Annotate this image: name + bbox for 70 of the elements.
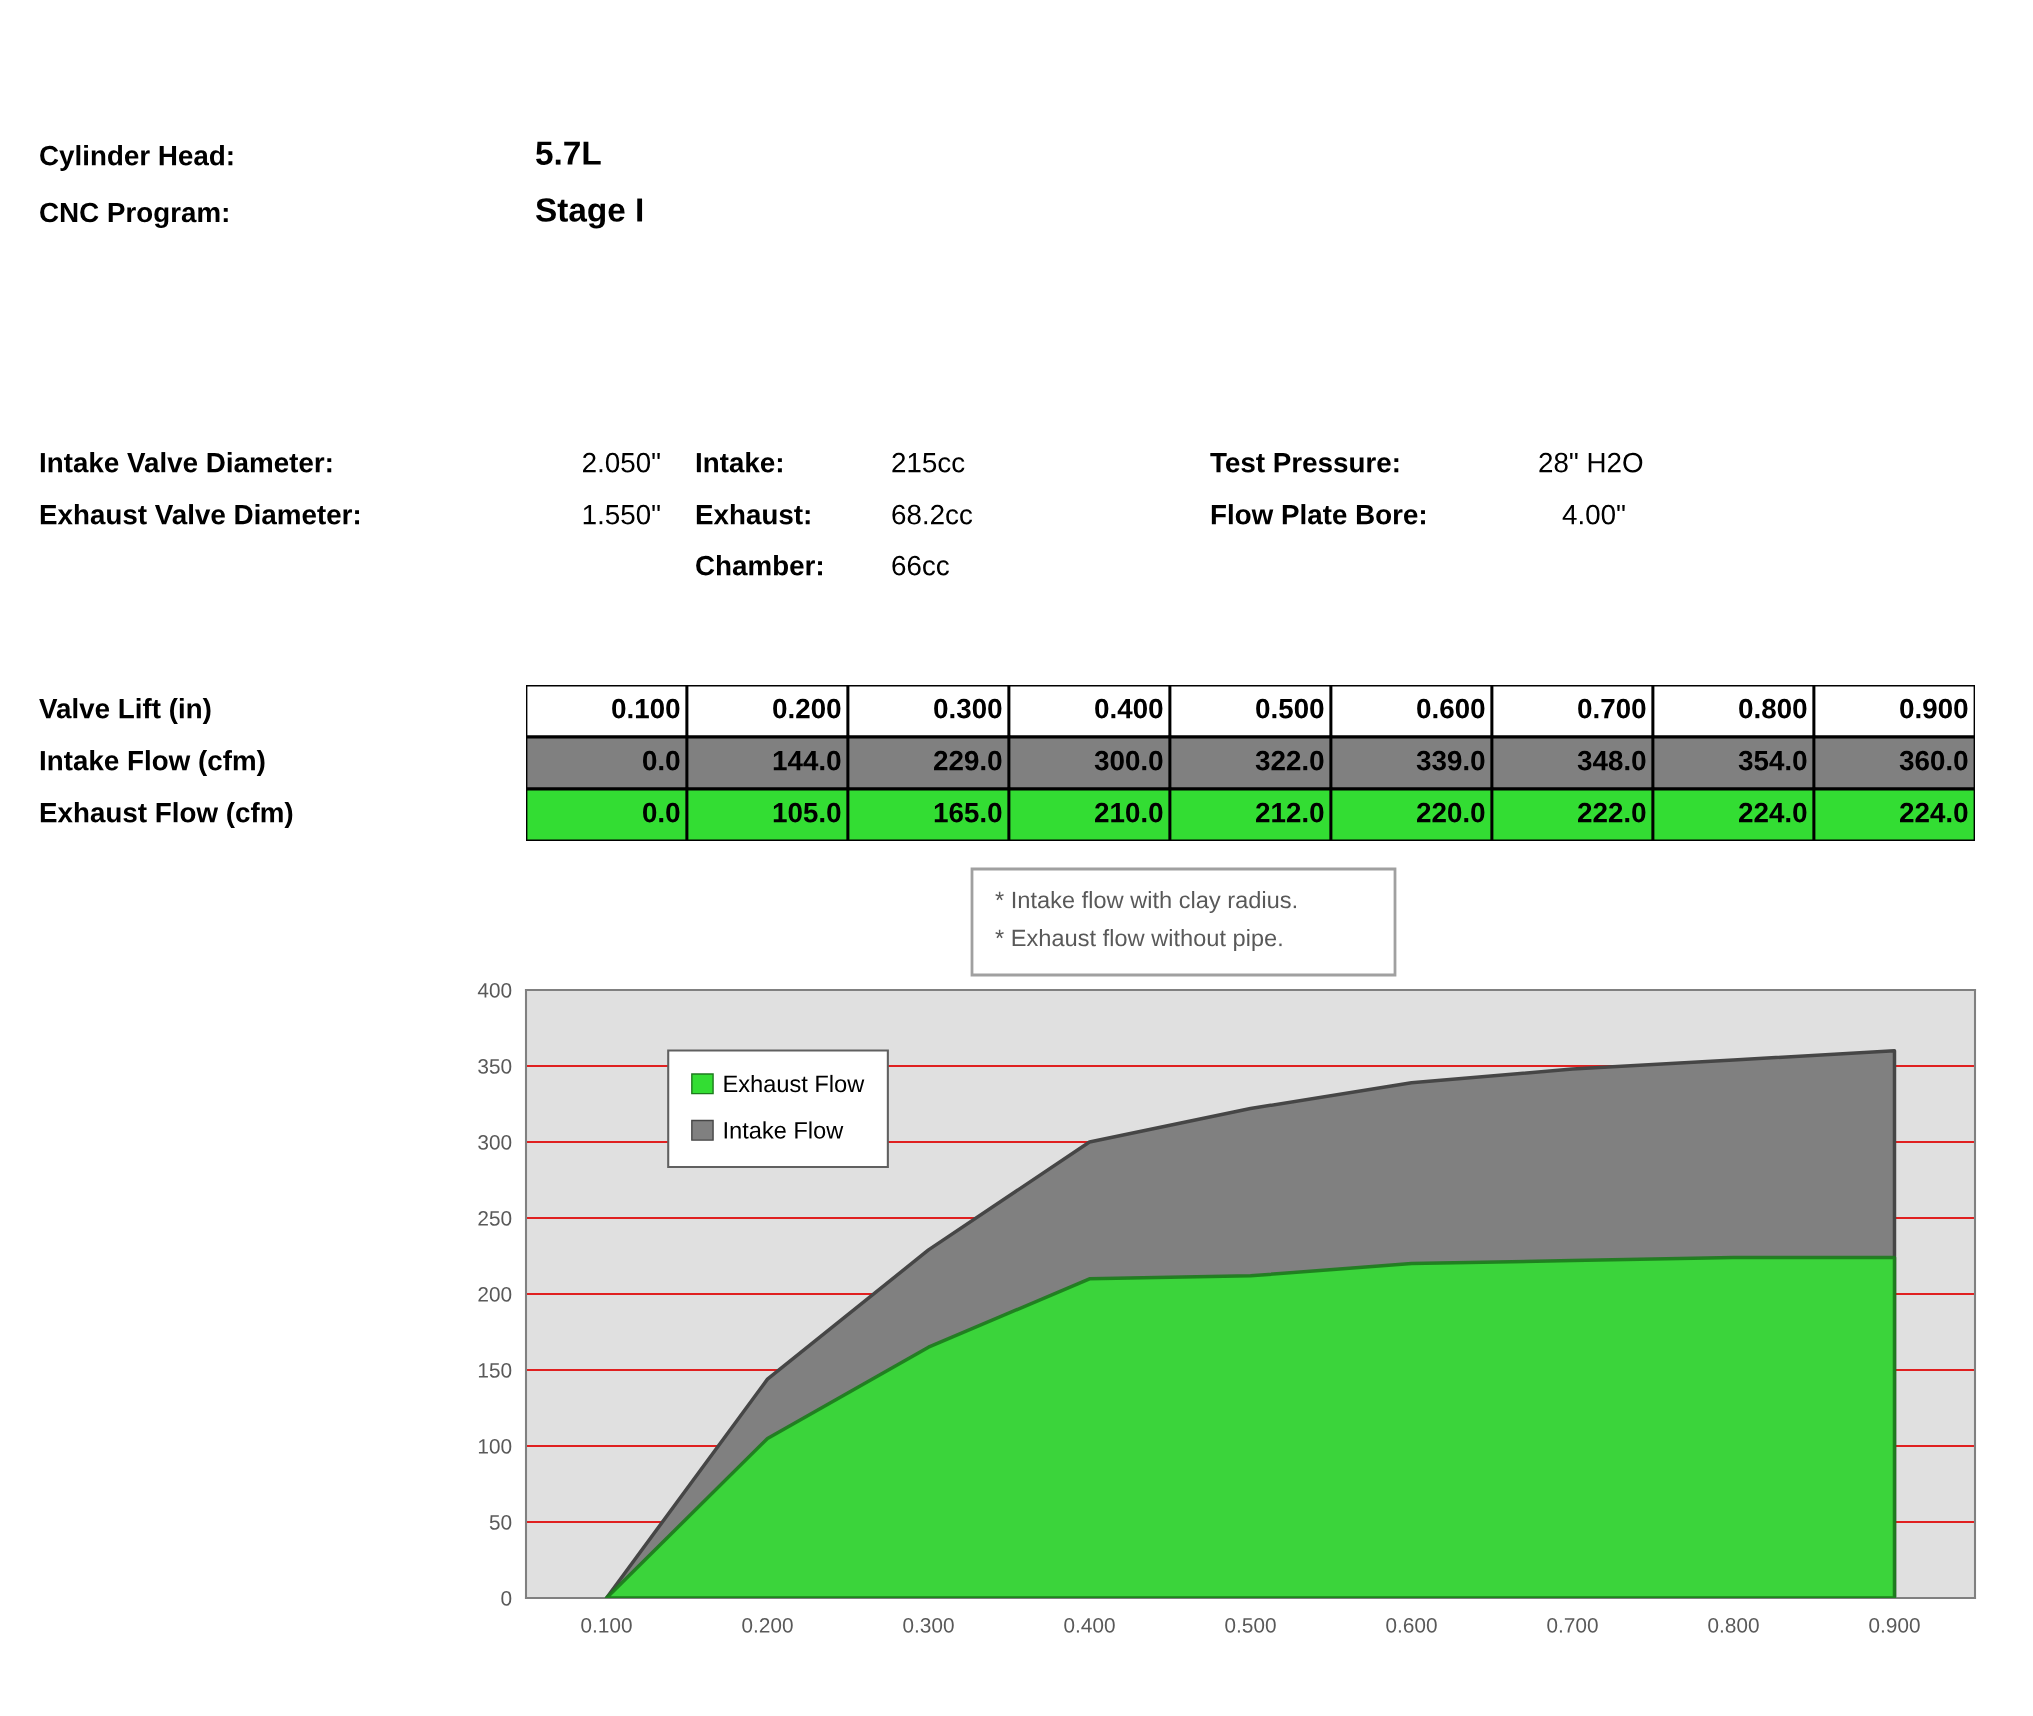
data-label: 210.0 (1095, 802, 1163, 823)
data-label: 224.0 (1900, 802, 1968, 823)
data-label: 224.0 (1739, 802, 1807, 823)
text: CNC Program: (40, 202, 228, 228)
x-tick-label: 0.600 (1386, 1617, 1437, 1633)
text: Intake: (696, 452, 782, 473)
text: Cylinder Head: (40, 145, 233, 171)
text: 215cc (892, 452, 965, 473)
x-tick-label: 0.500 (1225, 1617, 1276, 1633)
y-tick-label: 200 (478, 1287, 512, 1302)
text: * Intake flow with clay radius. (995, 890, 1296, 914)
category-label: 0.300 (934, 698, 1002, 719)
legend-label: Intake Flow (724, 1121, 844, 1139)
data-label: 339.0 (1416, 750, 1485, 771)
text: 4.00" (1562, 504, 1625, 525)
text: Exhaust Flow (cfm) (40, 802, 293, 828)
y-tick-label: 350 (478, 1059, 512, 1074)
category-label: 0.400 (1095, 698, 1163, 719)
data-label: 212.0 (1256, 802, 1324, 823)
legend-label: Exhaust Flow (724, 1074, 865, 1093)
data-label: 105.0 (773, 802, 841, 823)
category-label: 0.500 (1256, 698, 1324, 719)
text: Intake Flow (cfm) (40, 750, 265, 776)
x-tick-label: 0.900 (1869, 1617, 1920, 1633)
x-tick-label: 0.700 (1547, 1617, 1598, 1633)
text: Intake Valve Diameter: (40, 452, 332, 473)
text: 28" H2O (1539, 452, 1643, 473)
x-tick-label: 0.400 (1064, 1617, 1115, 1633)
text: 2.050" (583, 452, 660, 473)
data-label: 220.0 (1417, 802, 1485, 823)
category-label: 0.800 (1739, 698, 1807, 719)
text: 5.7L (536, 141, 601, 165)
text: 68.2cc (892, 504, 973, 525)
category-label: 0.100 (612, 698, 680, 719)
data-label: 354.0 (1738, 750, 1807, 771)
y-tick-label: 250 (478, 1211, 512, 1226)
x-tick-label: 0.100 (581, 1617, 632, 1633)
data-label: 322.0 (1255, 750, 1324, 771)
category-label: 0.200 (773, 698, 841, 719)
data-label: 0.0 (643, 750, 680, 771)
data-label: 0.0 (643, 802, 680, 823)
y-tick-label: 0 (501, 1591, 512, 1606)
data-label: 300.0 (1094, 750, 1163, 771)
x-tick-label: 0.200 (742, 1617, 793, 1633)
y-tick-label: 50 (489, 1515, 512, 1530)
text: 1.550" (583, 504, 660, 525)
y-tick-label: 100 (478, 1439, 512, 1454)
text: 66cc (892, 555, 949, 576)
data-label: 222.0 (1578, 802, 1646, 823)
data-label: 165.0 (934, 802, 1002, 823)
data-label: 144.0 (773, 750, 841, 771)
y-tick-label: 150 (478, 1363, 512, 1378)
text: Stage I (535, 198, 643, 229)
text: Chamber: (696, 555, 822, 576)
text: Valve Lift (in) (39, 698, 211, 724)
data-label: 348.0 (1577, 750, 1646, 771)
category-label: 0.900 (1900, 698, 1968, 719)
text: Exhaust: (696, 504, 810, 525)
data-label: 360.0 (1899, 750, 1968, 771)
x-tick-label: 0.300 (903, 1617, 954, 1633)
text: * Exhaust flow without pipe. (995, 928, 1282, 952)
x-tick-label: 0.800 (1708, 1617, 1759, 1633)
y-tick-label: 400 (477, 983, 512, 998)
data-label: 229.0 (934, 750, 1002, 771)
y-tick-label: 300 (478, 1135, 512, 1150)
text: Test Pressure: (1210, 453, 1399, 473)
category-label: 0.700 (1578, 698, 1646, 719)
text: Flow Plate Bore: (1211, 504, 1425, 525)
category-label: 0.600 (1417, 698, 1485, 719)
text: Exhaust Valve Diameter: (40, 504, 360, 525)
